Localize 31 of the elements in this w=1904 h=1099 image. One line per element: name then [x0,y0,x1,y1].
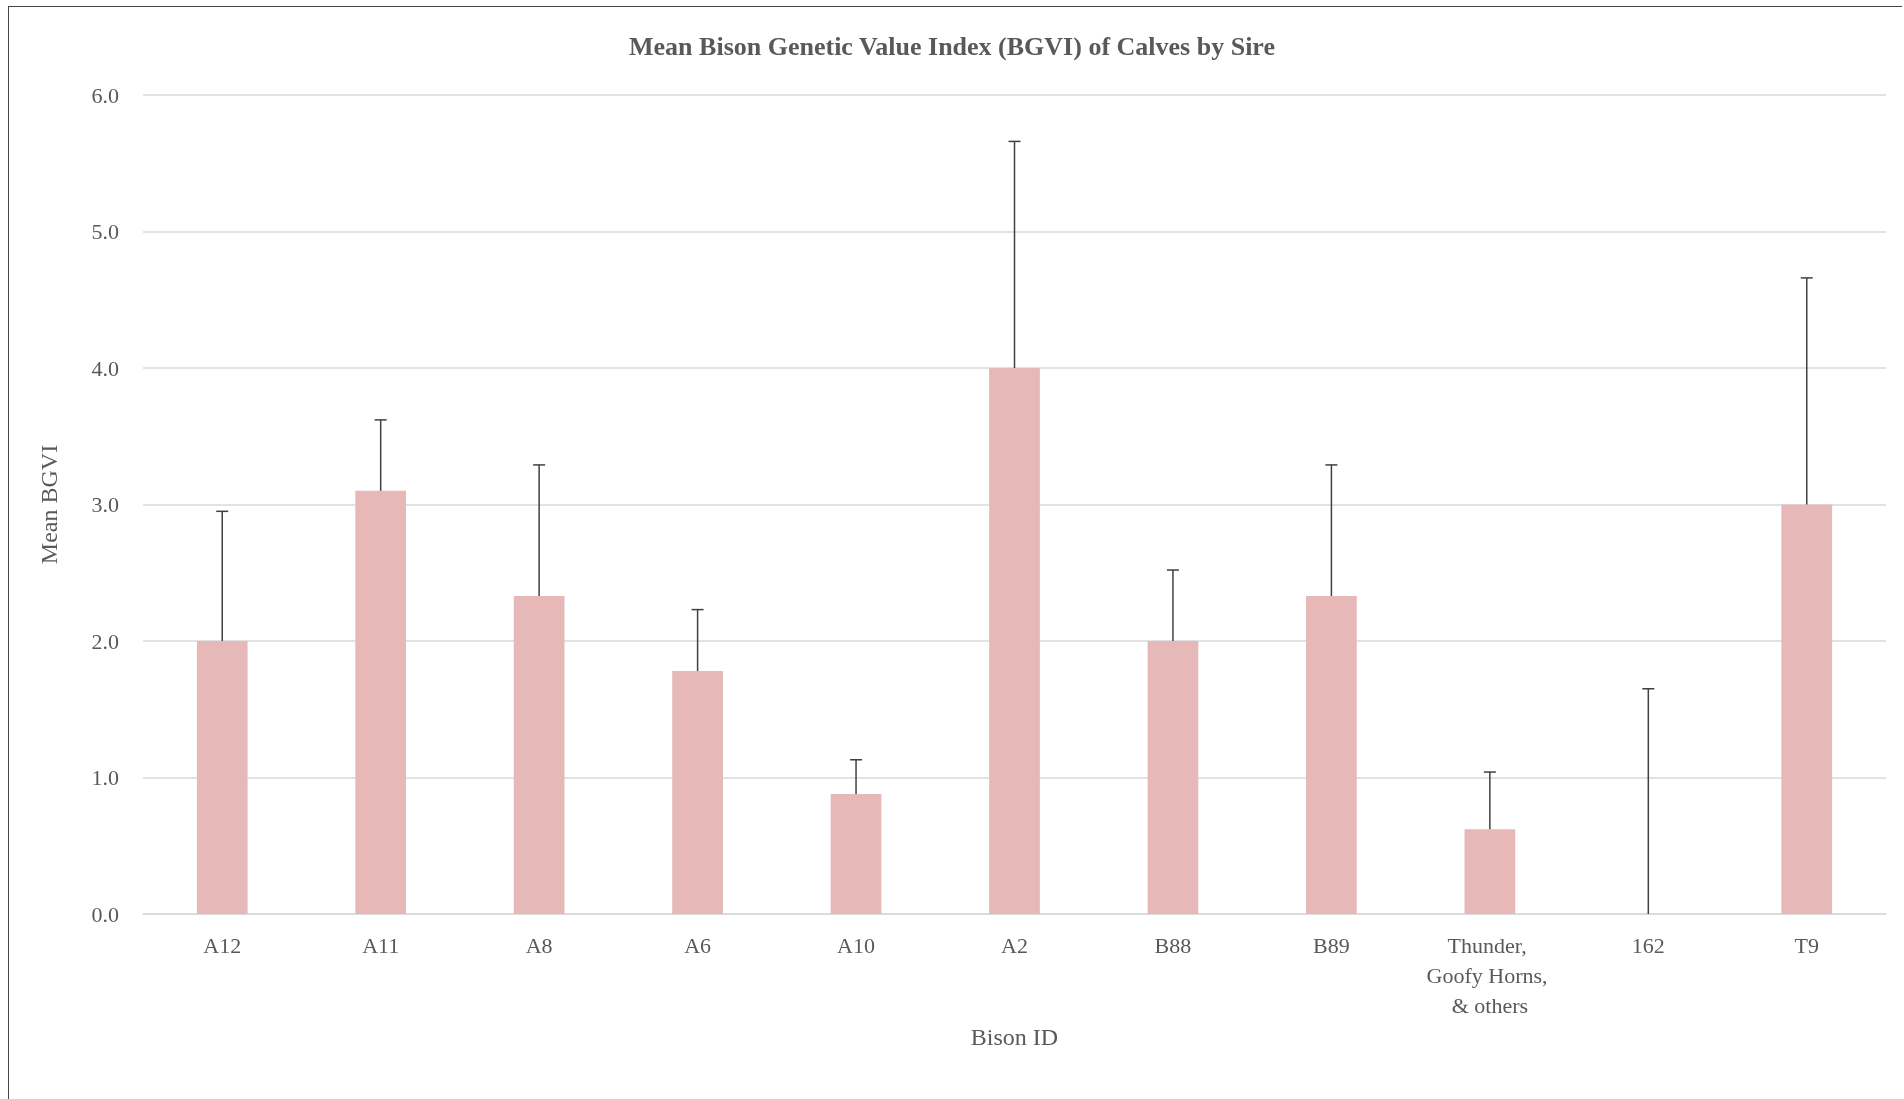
x-tick-label: A2 [1001,932,1028,958]
x-tick-label: B89 [1313,932,1350,958]
bar [672,671,723,914]
x-tick-label: A8 [525,932,553,958]
x-tick-label: T9 [1794,932,1819,958]
y-tick-label: 6.0 [91,82,119,108]
x-tick-label: B88 [1154,932,1192,958]
bar [1464,829,1516,914]
bar [830,793,882,914]
bar [989,368,1040,914]
y-tick-label: 2.0 [91,628,119,654]
y-tick-label: 4.0 [91,355,119,381]
bar [196,641,248,914]
y-axis-title: Mean BGVI [36,444,62,565]
x-axis-title: Bison ID [970,1023,1059,1050]
y-tick-label: 5.0 [91,219,119,244]
y-tick-label: 0.0 [91,901,119,927]
x-tick-label: Thunder, Goofy Horns, & others [1426,932,1554,1018]
bar [1781,504,1833,914]
y-tick-label: 1.0 [91,765,119,790]
y-tick-label: 3.0 [91,492,119,517]
x-tick-label: A6 [684,932,712,958]
chart-title: Mean Bison Genetic Value Index (BGVI) of Calves by Sire [629,31,1275,61]
bar [355,490,407,914]
x-tick-label: 162 [1631,932,1665,958]
x-tick-label: A12 [203,932,242,958]
x-tick-label: A10 [837,932,875,958]
x-tick-label: A11 [362,932,400,958]
bar [1147,641,1199,914]
bar [1306,595,1357,914]
bar [513,595,565,914]
